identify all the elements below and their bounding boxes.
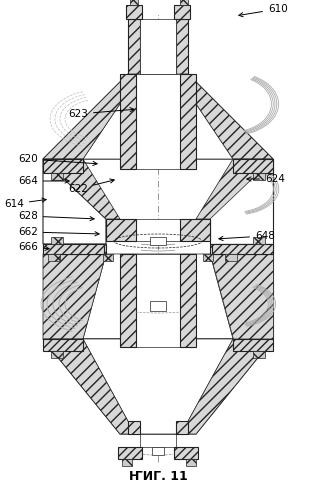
Polygon shape [180, 219, 210, 241]
Bar [225, 254, 237, 261]
Polygon shape [43, 159, 106, 244]
Bar [43, 159, 83, 173]
Text: 628: 628 [18, 211, 94, 221]
Bar [233, 159, 273, 173]
Bar [253, 173, 265, 180]
Bar [150, 301, 166, 311]
Polygon shape [43, 254, 273, 339]
Polygon shape [128, 19, 140, 74]
Bar [48, 254, 60, 261]
Bar [176, 421, 188, 434]
Polygon shape [43, 254, 106, 339]
Text: 622: 622 [68, 179, 114, 194]
Polygon shape [83, 339, 233, 434]
Bar [174, 447, 198, 459]
Bar [136, 219, 180, 241]
Polygon shape [120, 74, 136, 169]
Bar [43, 339, 83, 351]
Bar [140, 19, 176, 74]
Polygon shape [83, 74, 233, 159]
Polygon shape [43, 339, 135, 434]
Polygon shape [43, 74, 273, 159]
Text: 624: 624 [247, 174, 285, 184]
Polygon shape [83, 254, 233, 339]
Polygon shape [181, 339, 273, 434]
Bar [118, 447, 142, 459]
Polygon shape [43, 159, 120, 219]
Polygon shape [43, 74, 140, 159]
Text: 666: 666 [18, 242, 49, 252]
Text: 620: 620 [18, 154, 97, 166]
Bar [51, 237, 63, 244]
Bar [43, 244, 106, 254]
Bar [212, 244, 273, 254]
Polygon shape [196, 159, 273, 244]
Polygon shape [176, 74, 273, 159]
Text: 623: 623 [68, 108, 134, 119]
Bar [203, 254, 213, 261]
Bar [233, 339, 273, 351]
Text: 648: 648 [219, 231, 275, 241]
Polygon shape [126, 5, 142, 19]
Bar [140, 434, 176, 447]
Polygon shape [196, 159, 273, 219]
Bar [128, 421, 140, 434]
Bar [43, 244, 104, 254]
Polygon shape [180, 74, 196, 169]
Bar [186, 459, 196, 466]
Polygon shape [180, 254, 196, 347]
Bar [122, 459, 132, 466]
Polygon shape [106, 219, 136, 241]
Bar [253, 237, 265, 244]
Bar [152, 447, 164, 455]
Bar [180, 0, 188, 5]
Bar [130, 0, 138, 5]
Bar [150, 237, 166, 245]
Bar [51, 351, 63, 358]
Text: 610: 610 [239, 4, 288, 17]
Bar [136, 254, 180, 347]
Polygon shape [210, 254, 273, 339]
Bar [253, 351, 265, 358]
Polygon shape [174, 5, 190, 19]
Bar [210, 244, 273, 254]
Text: ҤИГ. 11: ҤИГ. 11 [129, 471, 187, 484]
Text: 614: 614 [4, 198, 46, 209]
Bar [103, 254, 113, 261]
Text: 662: 662 [18, 227, 99, 237]
Bar [136, 74, 180, 169]
Polygon shape [176, 19, 188, 74]
Polygon shape [120, 254, 136, 347]
Text: 664: 664 [18, 176, 69, 186]
Polygon shape [43, 339, 273, 434]
Bar [51, 173, 63, 180]
